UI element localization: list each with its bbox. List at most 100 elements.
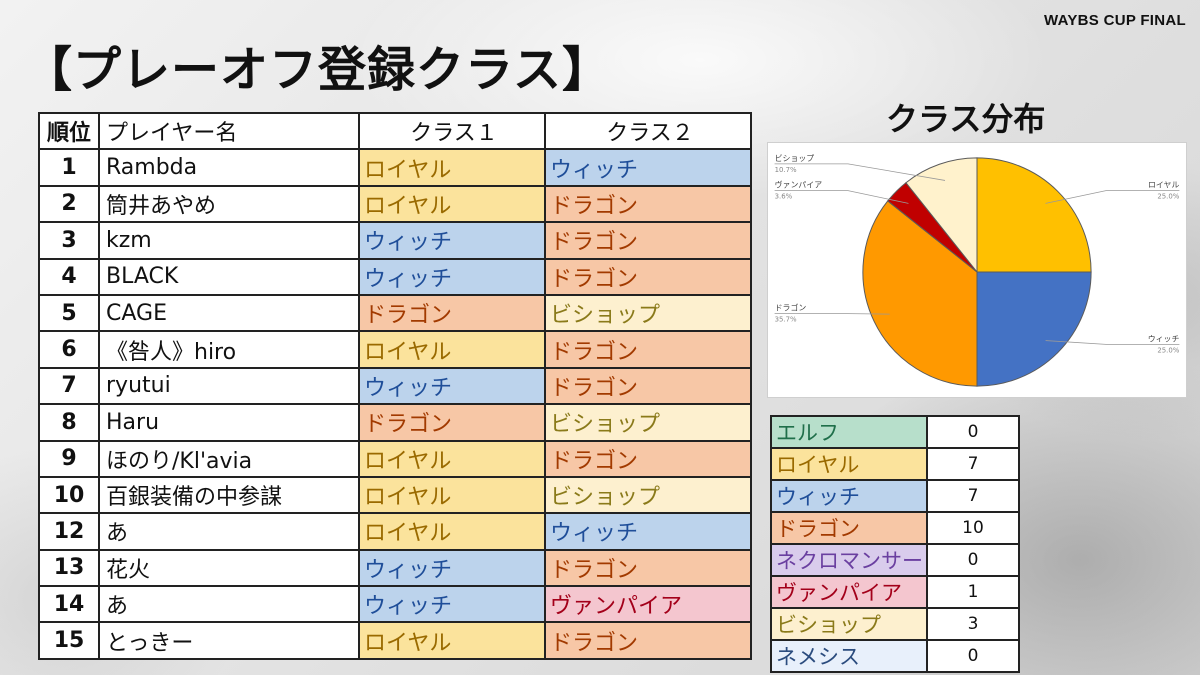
class1-cell: ウィッチ xyxy=(358,548,546,588)
class1-cell: ウィッチ xyxy=(358,257,546,296)
table-row: 9 ほのり/Kl'avia ロイヤル ドラゴン xyxy=(38,439,752,478)
player-name-cell: 《咎人》hiro xyxy=(98,330,360,369)
pie-slice-percent-label: 25.0% xyxy=(1157,193,1179,201)
pie-slice-name-label: ウィッチ xyxy=(1148,334,1180,343)
player-name-cell: 百銀装備の中参謀 xyxy=(98,475,360,515)
count-value: 0 xyxy=(926,543,1020,577)
class1-cell: ロイヤル xyxy=(358,512,546,551)
pie-slice xyxy=(976,271,1092,387)
table-row: 7 ryutui ウィッチ ドラゴン xyxy=(38,366,752,406)
player-name-cell: Haru xyxy=(98,403,360,442)
count-row: ビショップ 3 xyxy=(770,607,1020,641)
pie-slice-percent-label: 25.0% xyxy=(1157,346,1179,354)
class1-cell: ロイヤル xyxy=(358,439,546,478)
pie-slice-name-label: ヴァンパイア xyxy=(775,180,823,190)
count-class-name: ネクロマンサー xyxy=(770,543,928,577)
ranking-table-body: 1 Rambda ロイヤル ウィッチ 2 筒井あやめ ロイヤル ドラゴン 3 kzm ウィッチ ドラゴ… xyxy=(38,148,752,660)
rank-cell: 9 xyxy=(38,439,100,478)
player-name-cell: kzm xyxy=(98,221,360,260)
pie-slice xyxy=(862,200,978,387)
class1-cell: ドラゴン xyxy=(358,293,546,333)
player-name-cell: 筒井あやめ xyxy=(98,184,360,224)
count-row: ドラゴン 10 xyxy=(770,511,1020,545)
table-header-row: 順位 プレイヤー名 クラス１ クラス２ xyxy=(38,111,752,151)
class2-cell: ウィッチ xyxy=(544,148,752,187)
class2-cell: ドラゴン xyxy=(544,221,752,260)
ranking-table: 順位 プレイヤー名 クラス１ クラス２ 1 Rambda ロイヤル ウィッチ 2 筒井あや… xyxy=(38,111,752,660)
count-value: 10 xyxy=(926,511,1020,545)
rank-cell: 6 xyxy=(38,330,100,369)
pie-slice xyxy=(905,157,978,274)
pie-slice-percent-label: 10.7% xyxy=(775,166,797,174)
rank-cell: 15 xyxy=(38,621,100,660)
header-player-name: プレイヤー名 xyxy=(98,111,360,151)
table-row: 10 百銀装備の中参謀 ロイヤル ビショップ xyxy=(38,475,752,515)
count-class-name: エルフ xyxy=(770,415,928,449)
class1-cell: ロイヤル xyxy=(358,475,546,515)
class2-cell: ドラゴン xyxy=(544,184,752,224)
rank-cell: 3 xyxy=(38,221,100,260)
table-row: 15 とっきー ロイヤル ドラゴン xyxy=(38,621,752,660)
class1-cell: ウィッチ xyxy=(358,585,546,624)
class1-cell: ロイヤル xyxy=(358,148,546,187)
pie-leader-line xyxy=(774,190,909,204)
class2-cell: ドラゴン xyxy=(544,366,752,406)
rank-cell: 8 xyxy=(38,403,100,442)
count-row: ウィッチ 7 xyxy=(770,479,1020,513)
class2-cell: ドラゴン xyxy=(544,257,752,296)
event-label: WAYBS CUP FINAL xyxy=(1043,12,1186,29)
player-name-cell: あ xyxy=(98,512,360,551)
class1-cell: ウィッチ xyxy=(358,221,546,260)
count-value: 7 xyxy=(926,447,1020,481)
count-class-name: ウィッチ xyxy=(770,479,928,513)
pie-chart: ロイヤル 25.0% ウィッチ 25.0% ドラゴン 35.7% ヴァンパイア 3.6% ビショ… xyxy=(774,154,1180,387)
count-class-name: ネメシス xyxy=(770,639,928,673)
class1-cell: ウィッチ xyxy=(358,366,546,406)
rank-cell: 2 xyxy=(38,184,100,224)
class2-cell: ビショップ xyxy=(544,403,752,442)
count-row: ヴァンパイア 1 xyxy=(770,575,1020,609)
pie-slice-name-label: ビショップ xyxy=(775,154,815,163)
count-class-name: ビショップ xyxy=(770,607,928,641)
class-count-table: エルフ 0 ロイヤル 7 ウィッチ 7 ドラゴン 10 ネクロマンサー 0 ヴァンパイア 1 ビショップ… xyxy=(770,415,1020,673)
player-name-cell: 花火 xyxy=(98,548,360,588)
rank-cell: 1 xyxy=(38,148,100,187)
table-row: 13 花火 ウィッチ ドラゴン xyxy=(38,548,752,588)
count-value: 3 xyxy=(926,607,1020,641)
class2-cell: ビショップ xyxy=(544,293,752,333)
count-row: ネクロマンサー 0 xyxy=(770,543,1020,577)
player-name-cell: ryutui xyxy=(98,366,360,406)
count-value: 1 xyxy=(926,575,1020,609)
count-row: ロイヤル 7 xyxy=(770,447,1020,481)
table-row: 1 Rambda ロイヤル ウィッチ xyxy=(38,148,752,187)
rank-cell: 10 xyxy=(38,475,100,515)
count-value: 7 xyxy=(926,479,1020,513)
pie-chart-card: ロイヤル 25.0% ウィッチ 25.0% ドラゴン 35.7% ヴァンパイア 3.6% ビショ… xyxy=(767,142,1187,398)
header-class2: クラス２ xyxy=(544,111,752,151)
class2-cell: ドラゴン xyxy=(544,330,752,369)
class-count-body: エルフ 0 ロイヤル 7 ウィッチ 7 ドラゴン 10 ネクロマンサー 0 ヴァンパイア 1 ビショップ… xyxy=(770,415,1020,673)
count-class-name: ヴァンパイア xyxy=(770,575,928,609)
class1-cell: ロイヤル xyxy=(358,184,546,224)
player-name-cell: ほのり/Kl'avia xyxy=(98,439,360,478)
class1-cell: ロイヤル xyxy=(358,330,546,369)
pie-slice xyxy=(976,157,1092,273)
table-row: 5 CAGE ドラゴン ビショップ xyxy=(38,293,752,333)
count-class-name: ロイヤル xyxy=(770,447,928,481)
rank-cell: 7 xyxy=(38,366,100,406)
class2-cell: ドラゴン xyxy=(544,439,752,478)
class1-cell: ロイヤル xyxy=(358,621,546,660)
table-row: 8 Haru ドラゴン ビショップ xyxy=(38,403,752,442)
class2-cell: ドラゴン xyxy=(544,548,752,588)
player-name-cell: BLACK xyxy=(98,257,360,296)
player-name-cell: あ xyxy=(98,585,360,624)
player-name-cell: とっきー xyxy=(98,621,360,660)
count-value: 0 xyxy=(926,639,1020,673)
rank-cell: 4 xyxy=(38,257,100,296)
header-class1: クラス１ xyxy=(358,111,546,151)
pie-leader-line xyxy=(774,163,946,181)
player-name-cell: Rambda xyxy=(98,148,360,187)
count-row: ネメシス 0 xyxy=(770,639,1020,673)
rank-cell: 12 xyxy=(38,512,100,551)
pie-slice-percent-label: 35.7% xyxy=(775,316,797,324)
